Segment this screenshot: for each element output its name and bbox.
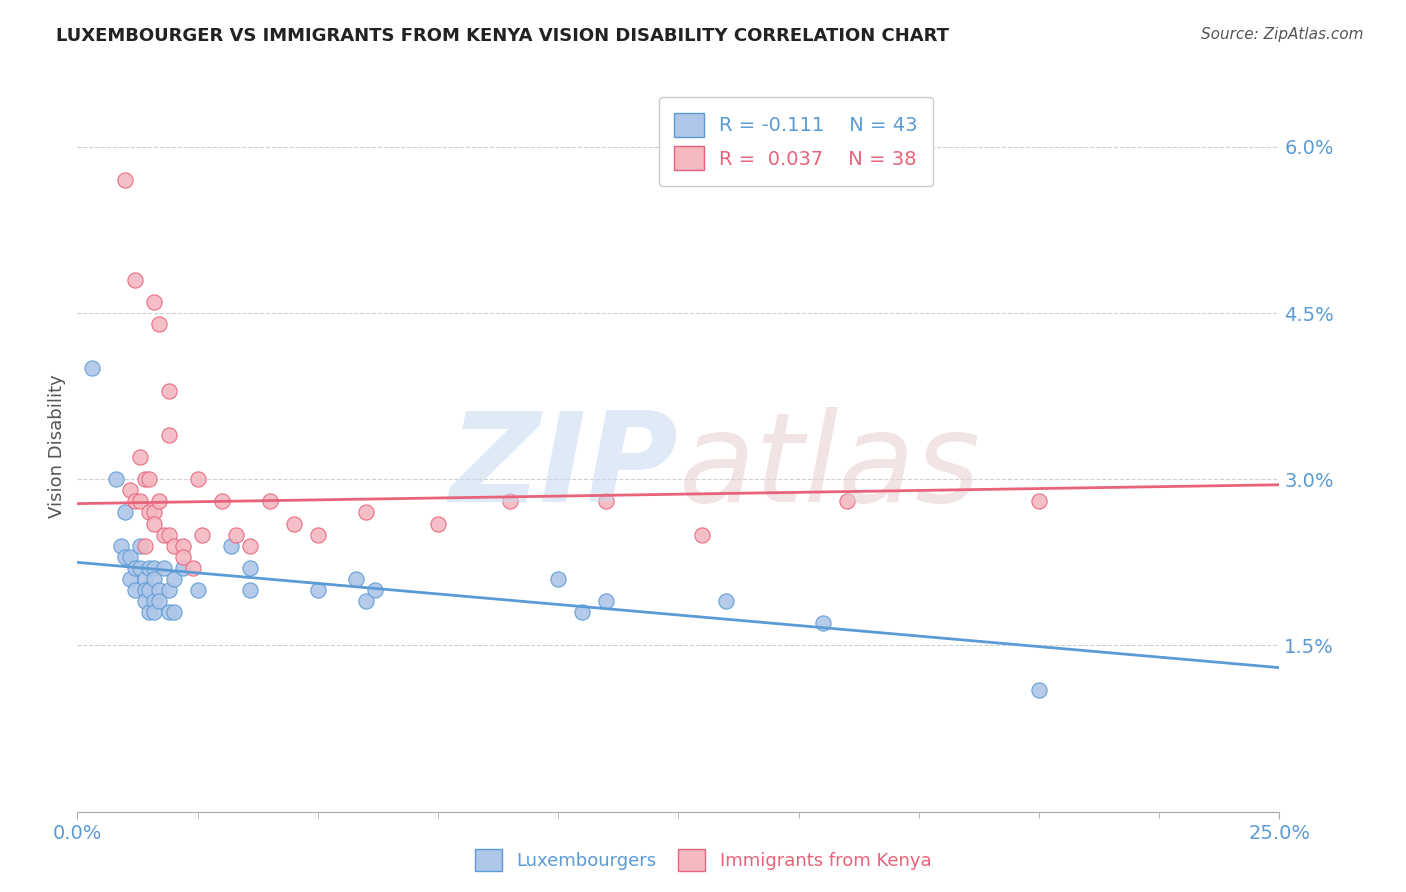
Point (692, 527, 714, 541)
Point (157, 583, 180, 598)
Point (181, 561, 204, 575)
Point (124, 494, 146, 508)
Point (143, 516, 166, 531)
Point (162, 539, 184, 553)
Text: LUXEMBOURGER VS IMMIGRANTS FROM KENYA VISION DISABILITY CORRELATION CHART: LUXEMBOURGER VS IMMIGRANTS FROM KENYA VI… (56, 27, 949, 45)
Point (148, 317, 170, 331)
Text: ZIP: ZIP (450, 408, 679, 528)
Point (138, 561, 160, 575)
Text: atlas: atlas (679, 408, 980, 528)
Point (134, 594, 156, 608)
Point (283, 516, 305, 531)
Point (225, 527, 247, 541)
Point (219, 539, 242, 553)
Point (186, 583, 209, 598)
Point (138, 605, 160, 619)
Point (307, 583, 329, 598)
Point (191, 527, 214, 541)
Point (364, 583, 387, 598)
Point (344, 572, 367, 586)
Point (186, 472, 209, 486)
Point (134, 583, 156, 598)
Point (172, 539, 194, 553)
Point (134, 472, 156, 486)
Point (595, 594, 617, 608)
Point (157, 527, 180, 541)
Point (1028, 682, 1050, 697)
Point (120, 572, 142, 586)
Point (835, 494, 858, 508)
Point (162, 605, 184, 619)
Point (172, 561, 194, 575)
Point (157, 605, 180, 619)
Point (547, 572, 569, 586)
Point (143, 594, 166, 608)
Point (124, 561, 146, 575)
Legend: R = -0.111    N = 43, R =  0.037    N = 38: R = -0.111 N = 43, R = 0.037 N = 38 (659, 97, 934, 186)
Point (128, 450, 150, 464)
Point (157, 384, 180, 398)
Point (571, 605, 593, 619)
Point (110, 539, 132, 553)
Point (143, 561, 166, 575)
Point (153, 527, 176, 541)
Point (114, 173, 136, 187)
Point (104, 472, 127, 486)
Point (114, 549, 136, 564)
Point (120, 549, 142, 564)
Point (172, 549, 194, 564)
Point (157, 428, 180, 442)
Point (124, 273, 146, 287)
Point (307, 527, 329, 541)
Point (143, 506, 166, 520)
Point (120, 483, 142, 498)
Point (143, 294, 166, 309)
Y-axis label: Vision Disability: Vision Disability (48, 374, 66, 518)
Point (499, 494, 522, 508)
Text: Source: ZipAtlas.com: Source: ZipAtlas.com (1201, 27, 1364, 42)
Point (128, 494, 150, 508)
Point (239, 561, 262, 575)
Point (148, 594, 170, 608)
Point (128, 561, 150, 575)
Point (811, 616, 834, 631)
Point (148, 494, 170, 508)
Point (114, 506, 136, 520)
Point (138, 472, 160, 486)
Point (148, 583, 170, 598)
Point (239, 539, 262, 553)
Point (143, 605, 166, 619)
Point (1028, 494, 1050, 508)
Point (427, 516, 450, 531)
Point (143, 572, 166, 586)
Point (134, 572, 156, 586)
Point (211, 494, 233, 508)
Point (595, 494, 617, 508)
Point (128, 539, 150, 553)
Point (259, 494, 281, 508)
Point (162, 572, 184, 586)
Point (80, 361, 103, 376)
Point (124, 583, 146, 598)
Point (138, 506, 160, 520)
Point (153, 561, 176, 575)
Point (354, 594, 377, 608)
Point (716, 594, 738, 608)
Point (239, 583, 262, 598)
Point (134, 539, 156, 553)
Point (138, 583, 160, 598)
Point (354, 506, 377, 520)
Legend: Luxembourgers, Immigrants from Kenya: Luxembourgers, Immigrants from Kenya (468, 842, 938, 879)
